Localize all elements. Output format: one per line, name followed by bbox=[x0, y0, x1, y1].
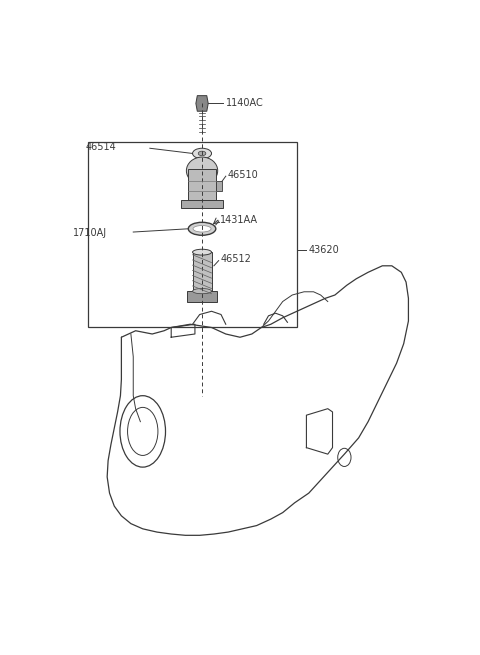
Bar bbox=[88, 142, 297, 328]
Bar bbox=[188, 169, 216, 200]
Text: 46512: 46512 bbox=[220, 254, 251, 265]
Text: 1710AJ: 1710AJ bbox=[73, 228, 107, 238]
Ellipse shape bbox=[192, 289, 212, 293]
Ellipse shape bbox=[192, 148, 212, 159]
Bar bbox=[216, 181, 222, 191]
Text: 1431AA: 1431AA bbox=[220, 215, 258, 225]
Text: 46514: 46514 bbox=[86, 142, 117, 152]
Ellipse shape bbox=[198, 151, 206, 156]
Text: 43620: 43620 bbox=[309, 244, 339, 255]
Text: 46510: 46510 bbox=[228, 170, 258, 180]
Bar bbox=[181, 200, 223, 208]
Polygon shape bbox=[196, 96, 208, 111]
Text: 1140AC: 1140AC bbox=[226, 98, 264, 109]
Ellipse shape bbox=[192, 250, 212, 255]
Ellipse shape bbox=[186, 157, 218, 184]
Bar bbox=[192, 252, 212, 292]
Ellipse shape bbox=[188, 222, 216, 235]
Ellipse shape bbox=[193, 225, 211, 232]
Bar bbox=[187, 291, 217, 301]
